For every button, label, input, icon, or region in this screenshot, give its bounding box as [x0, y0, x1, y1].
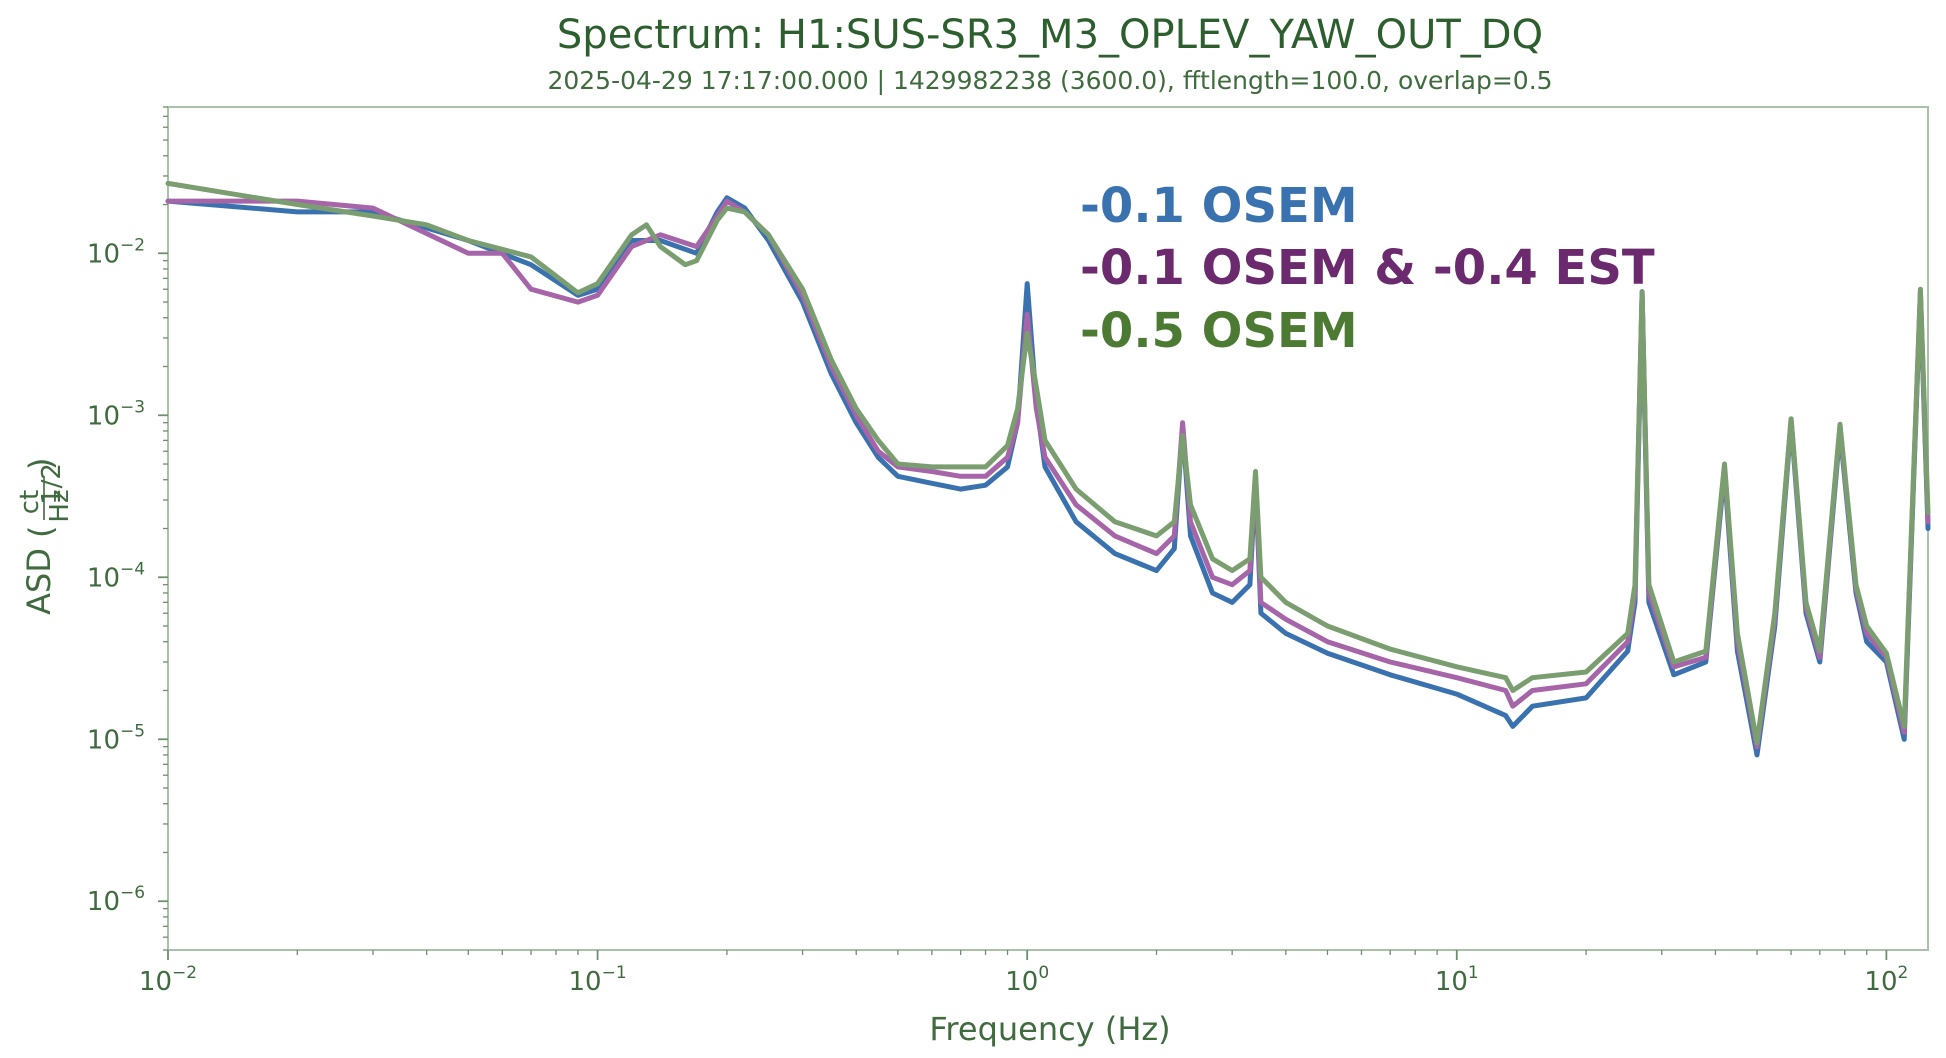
y-axis-label-text: ASD [20, 548, 58, 615]
y-axis-unit-exponent: 1/2 [37, 463, 67, 505]
legend: -0.1 OSEM -0.1 OSEM & -0.4 EST -0.5 OSEM [1080, 178, 1655, 359]
y-axis-ticks: 10−6 10−5 10−4 10−3 10−2 [87, 235, 168, 917]
x-axis-ticks: 10−2 10−1 100 101 102 [139, 950, 1908, 997]
legend-label-0: -0.1 OSEM [1080, 178, 1358, 234]
series-lines [165, 180, 1931, 758]
minor-ticks [163, 106, 1868, 955]
y-tick-label: 10−3 [87, 397, 145, 431]
x-tick-label: 100 [1005, 963, 1049, 997]
y-axis-label-paren-close: ) [22, 458, 60, 470]
y-tick-label: 10−6 [87, 883, 145, 917]
x-axis-label: Frequency (Hz) [929, 1010, 1170, 1048]
chart-title: Spectrum: H1:SUS-SR3_M3_OPLEV_YAW_OUT_DQ [557, 12, 1543, 58]
x-tick-label: 10−1 [569, 963, 627, 997]
series-line-1 [165, 198, 1931, 750]
x-tick-label: 102 [1864, 963, 1908, 997]
series-line-2 [165, 180, 1931, 746]
x-tick-label: 10−2 [139, 963, 197, 997]
legend-label-2: -0.5 OSEM [1080, 303, 1358, 359]
chart-subtitle: 2025-04-29 17:17:00.000 | 1429982238 (36… [547, 66, 1552, 95]
y-axis-unit-denominator: Hz [45, 489, 75, 522]
legend-label-1: -0.1 OSEM & -0.4 EST [1080, 240, 1655, 296]
y-axis-label: ASD ( ct Hz 1/2 ) [15, 458, 75, 615]
y-axis-unit-numerator: ct [15, 490, 45, 515]
y-tick-label: 10−5 [87, 721, 145, 755]
y-tick-label: 10−2 [87, 235, 145, 269]
x-tick-label: 101 [1435, 963, 1479, 997]
y-axis-label-paren-open: ( [22, 526, 60, 538]
y-tick-label: 10−4 [87, 559, 145, 593]
